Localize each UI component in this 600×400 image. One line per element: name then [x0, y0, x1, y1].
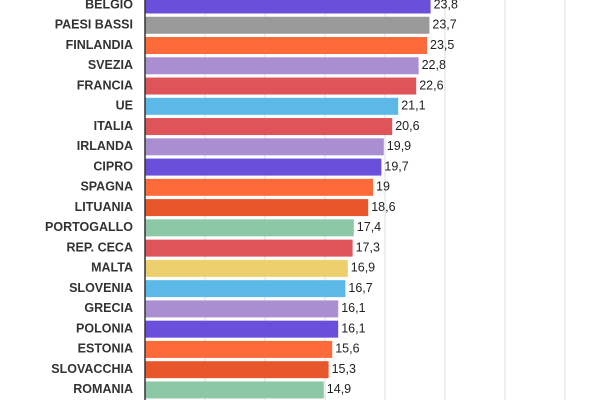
value-label: 16,7 — [348, 281, 372, 295]
bar — [145, 97, 399, 115]
value-label: 23,8 — [434, 0, 458, 11]
y-tick-label: FRANCIA — [77, 78, 133, 92]
value-label: 23,7 — [432, 18, 456, 32]
value-label: 16,1 — [341, 301, 365, 315]
value-label: 19,7 — [384, 159, 408, 173]
value-label: 22,6 — [419, 78, 443, 92]
y-tick-label: CIPRO — [93, 159, 133, 173]
y-tick-label: POLONIA — [76, 321, 133, 335]
bar — [145, 77, 417, 95]
y-tick-label: PORTOGALLO — [45, 220, 133, 234]
value-label: 15,6 — [335, 342, 359, 356]
y-tick-label: ESTONIA — [78, 342, 133, 356]
y-tick-label: ROMANIA — [73, 382, 133, 396]
bar — [145, 138, 384, 156]
value-label: 22,8 — [422, 58, 446, 72]
value-label: 18,6 — [371, 200, 395, 214]
y-tick-label: SVEZIA — [88, 58, 133, 72]
bar — [145, 320, 339, 338]
bar — [145, 158, 382, 176]
bar — [145, 57, 419, 75]
y-tick-label: UE — [116, 99, 133, 113]
y-tick-label: GRECIA — [84, 301, 133, 315]
bar — [145, 340, 333, 358]
y-tick-label: SLOVENIA — [69, 281, 133, 295]
value-label: 19,9 — [387, 139, 411, 153]
bar — [145, 199, 369, 217]
value-label: 14,9 — [327, 382, 351, 396]
value-label: 17,4 — [357, 220, 381, 234]
value-label: 21,1 — [401, 99, 425, 113]
bar — [145, 361, 329, 379]
value-label: 16,1 — [341, 321, 365, 335]
bar — [145, 239, 353, 257]
value-label: 15,3 — [332, 362, 356, 376]
y-tick-label: IRLANDA — [77, 139, 133, 153]
bar — [145, 259, 348, 277]
value-label: 23,5 — [430, 38, 454, 52]
y-tick-label: FINLANDIA — [66, 38, 133, 52]
bar — [145, 16, 430, 34]
value-label: 20,6 — [395, 119, 419, 133]
y-tick-label: MALTA — [91, 261, 133, 275]
bar — [145, 118, 393, 136]
y-tick-label: REP. CECA — [67, 240, 133, 254]
y-tick-label: PAESI BASSI — [55, 18, 133, 32]
bar — [145, 300, 339, 318]
bar — [145, 178, 373, 196]
bar — [145, 219, 354, 237]
y-tick-label: SPAGNA — [80, 180, 133, 194]
value-label: 17,3 — [356, 240, 380, 254]
value-label: 16,9 — [351, 261, 375, 275]
y-tick-label: BELGIO — [85, 0, 133, 11]
value-label: 19 — [376, 180, 390, 194]
y-tick-label: SLOVACCHIA — [51, 362, 133, 376]
bar — [145, 37, 427, 55]
bar — [145, 381, 324, 399]
y-tick-label: LITUANIA — [75, 200, 133, 214]
bar — [145, 0, 431, 14]
bar — [145, 280, 346, 298]
y-tick-label: ITALIA — [94, 119, 133, 133]
